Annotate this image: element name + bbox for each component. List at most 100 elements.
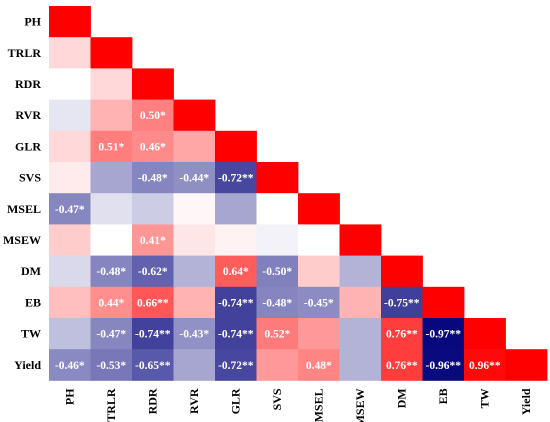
heatmap-cell-MSEW-MSEW xyxy=(339,224,382,256)
heatmap-cell-MSEL-RDR xyxy=(132,193,174,225)
cell-value-DM-SVS: -0.50* xyxy=(262,266,292,278)
heatmap-cell-TW-TRLR xyxy=(90,318,133,350)
heatmap-cell-TW-TW xyxy=(464,318,506,350)
heatmap-cell-DM-PH xyxy=(49,255,91,288)
cell-value-EB-SVS: -0.48* xyxy=(262,297,292,309)
heatmap-cell-EB-SVS xyxy=(256,286,299,319)
heatmap-cell-MSEL-TRLR xyxy=(90,193,133,225)
heatmap-cell-Yield-MSEW xyxy=(339,349,382,381)
heatmap-cell-TW-RVR xyxy=(173,318,216,350)
heatmap-cell-EB-DM xyxy=(381,286,423,319)
heatmap-cell-GLR-RVR xyxy=(173,130,216,163)
heatmap-cell-MSEW-RDR xyxy=(132,224,174,256)
cell-value-MSEL-PH: -0.47* xyxy=(55,204,85,216)
cell-value-SVS-RDR: -0.48* xyxy=(138,173,168,185)
cell-value-EB-DM: -0.75** xyxy=(384,297,420,309)
cell-value-TW-RDR: -0.74** xyxy=(135,329,171,341)
heatmap-cell-GLR-PH xyxy=(49,130,91,163)
heatmap-cells xyxy=(49,6,548,381)
heatmap-cell-EB-PH xyxy=(49,286,91,319)
heatmap-cell-EB-TRLR xyxy=(90,286,133,319)
heatmap-cell-Yield-TW xyxy=(464,349,506,381)
heatmap-cell-MSEW-GLR xyxy=(215,224,257,256)
heatmap-cell-RVR-RVR xyxy=(173,99,216,132)
column-label-RVR: RVR xyxy=(187,388,201,414)
heatmap-cell-DM-SVS xyxy=(256,255,299,288)
heatmap-cell-RVR-TRLR xyxy=(90,99,133,132)
cell-value-Yield-RDR: -0.65** xyxy=(135,360,171,372)
heatmap-cell-labels: 0.50* 0.51* 0.46* -0.48* -0.44* -0.72** -0.47*… xyxy=(55,110,501,372)
column-label-Yield: Yield xyxy=(519,388,533,415)
row-label-MSEL: MSEL xyxy=(7,202,41,216)
heatmap-cell-RDR-TRLR xyxy=(90,68,133,100)
cell-value-SVS-RVR: -0.44* xyxy=(179,173,209,185)
heatmap-cell-TW-EB xyxy=(422,318,465,350)
heatmap-cell-EB-MSEL xyxy=(298,286,340,319)
column-label-MSEL: MSEL xyxy=(312,388,326,422)
heatmap-cell-PH-PH xyxy=(49,6,91,38)
cell-value-TW-GLR: -0.74** xyxy=(218,329,254,341)
heatmap-cell-RDR-RDR xyxy=(132,68,174,100)
cell-value-TW-SVS: 0.52* xyxy=(264,329,290,341)
cell-value-MSEW-RDR: 0.41* xyxy=(140,235,166,247)
heatmap-cell-Yield-Yield xyxy=(505,349,548,381)
heatmap-cell-TW-GLR xyxy=(215,318,257,350)
row-label-GLR: GLR xyxy=(15,139,41,153)
heatmap-cell-TW-PH xyxy=(49,318,91,350)
heatmap-cell-MSEL-RVR xyxy=(173,193,216,225)
row-label-Yield: Yield xyxy=(14,358,41,372)
heatmap-cell-DM-RVR xyxy=(173,255,216,288)
heatmap-cell-SVS-RVR xyxy=(173,162,216,194)
cell-value-Yield-MSEL: 0.48* xyxy=(306,360,332,372)
heatmap-cell-SVS-TRLR xyxy=(90,162,133,194)
heatmap-cell-TW-RDR xyxy=(132,318,174,350)
cell-value-EB-TRLR: 0.44* xyxy=(98,297,124,309)
row-label-TW: TW xyxy=(21,327,41,341)
heatmap-cell-TRLR-PH xyxy=(49,37,91,69)
row-label-RVR: RVR xyxy=(15,108,41,122)
heatmap-cell-Yield-EB xyxy=(422,349,465,381)
row-label-DM: DM xyxy=(21,264,41,278)
cell-value-GLR-TRLR: 0.51* xyxy=(98,141,124,153)
heatmap-cell-MSEW-MSEL xyxy=(298,224,340,256)
heatmap-cell-EB-GLR xyxy=(215,286,257,319)
heatmap-cell-DM-MSEW xyxy=(339,255,382,288)
heatmap-cell-MSEW-RVR xyxy=(173,224,216,256)
column-label-SVS: SVS xyxy=(270,388,284,410)
heatmap-cell-Yield-RDR xyxy=(132,349,174,381)
heatmap-cell-DM-DM xyxy=(381,255,423,288)
heatmap-cell-Yield-MSEL xyxy=(298,349,340,381)
cell-value-TW-DM: 0.76** xyxy=(386,329,418,341)
row-label-EB: EB xyxy=(25,295,41,309)
heatmap-cell-Yield-GLR xyxy=(215,349,257,381)
heatmap-cell-SVS-GLR xyxy=(215,162,257,194)
heatmap-cell-MSEL-PH xyxy=(49,193,91,225)
cell-value-DM-TRLR: -0.48* xyxy=(96,266,126,278)
cell-value-Yield-TRLR: -0.53* xyxy=(96,360,126,372)
heatmap-cell-DM-MSEL xyxy=(298,255,340,288)
heatmap-cell-TRLR-TRLR xyxy=(90,37,133,69)
cell-value-EB-GLR: -0.74** xyxy=(218,297,254,309)
heatmap-cell-SVS-RDR xyxy=(132,162,174,194)
cell-value-DM-GLR: 0.64* xyxy=(223,266,249,278)
heatmap-cell-MSEW-PH xyxy=(49,224,91,256)
cell-value-TW-TRLR: -0.47* xyxy=(96,329,126,341)
heatmap-cell-Yield-SVS xyxy=(256,349,299,381)
heatmap-cell-MSEL-GLR xyxy=(215,193,257,225)
column-label-PH: PH xyxy=(63,388,77,405)
heatmap-cell-TW-DM xyxy=(381,318,423,350)
heatmap-cell-RDR-PH xyxy=(49,68,91,100)
heatmap-cell-RVR-PH xyxy=(49,99,91,132)
cell-value-Yield-DM: 0.76** xyxy=(386,360,418,372)
heatmap-cell-DM-RDR xyxy=(132,255,174,288)
heatmap-cell-EB-MSEW xyxy=(339,286,382,319)
heatmap-cell-GLR-GLR xyxy=(215,130,257,163)
heatmap-cell-DM-TRLR xyxy=(90,255,133,288)
heatmap-cell-EB-RVR xyxy=(173,286,216,319)
heatmap-cell-TW-SVS xyxy=(256,318,299,350)
heatmap-cell-MSEL-SVS xyxy=(256,193,299,225)
heatmap-cell-Yield-RVR xyxy=(173,349,216,381)
heatmap-cell-EB-EB xyxy=(422,286,465,319)
heatmap-cell-SVS-PH xyxy=(49,162,91,194)
heatmap-cell-MSEW-SVS xyxy=(256,224,299,256)
